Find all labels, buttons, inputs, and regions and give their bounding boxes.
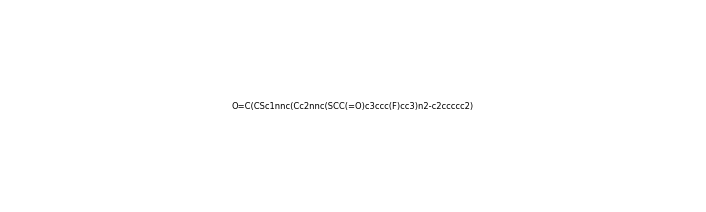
Text: O=C(CSc1nnc(Cc2nnc(SCC(=O)c3ccc(F)cc3)n2-c2ccccc2): O=C(CSc1nnc(Cc2nnc(SCC(=O)c3ccc(F)cc3)n2… [232, 102, 474, 110]
